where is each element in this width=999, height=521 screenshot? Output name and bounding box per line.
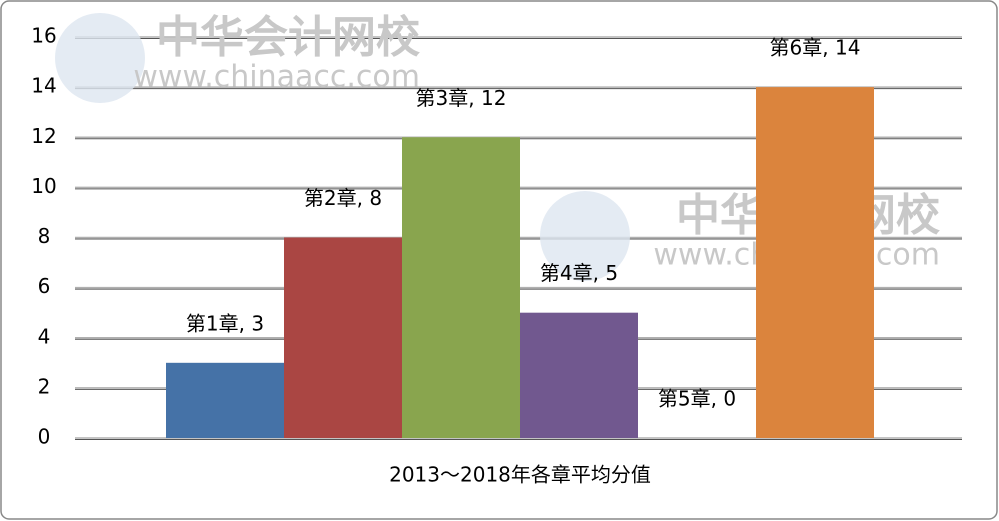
data-label: 第1章, 3 <box>186 311 264 335</box>
data-label: 第5章, 0 <box>658 387 736 411</box>
data-label: 第4章, 5 <box>540 261 618 285</box>
bar <box>166 362 284 438</box>
data-label: 第3章, 12 <box>416 86 507 110</box>
bar <box>756 87 874 438</box>
bar <box>520 312 638 438</box>
watermark-title: 中华会计网校 <box>156 12 420 63</box>
y-tick-label: 4 <box>38 324 51 348</box>
y-tick-label: 8 <box>38 224 51 248</box>
data-label: 第2章, 8 <box>304 186 382 210</box>
watermark-url: www.chinaacc.com <box>133 60 420 95</box>
data-label: 第6章, 14 <box>770 36 861 60</box>
watermark-logo <box>55 13 145 103</box>
y-tick-label: 16 <box>31 24 56 48</box>
y-tick-label: 10 <box>31 174 56 198</box>
bar <box>402 137 520 438</box>
y-tick-label: 12 <box>31 124 56 148</box>
y-tick-label: 14 <box>31 74 56 98</box>
y-tick-label: 2 <box>38 374 51 398</box>
y-tick-label: 6 <box>38 274 51 298</box>
x-axis-title: 2013～2018年各章平均分值 <box>389 463 651 487</box>
y-tick-label: 0 <box>38 425 51 449</box>
watermark-logo <box>540 191 630 281</box>
bar <box>284 237 402 438</box>
